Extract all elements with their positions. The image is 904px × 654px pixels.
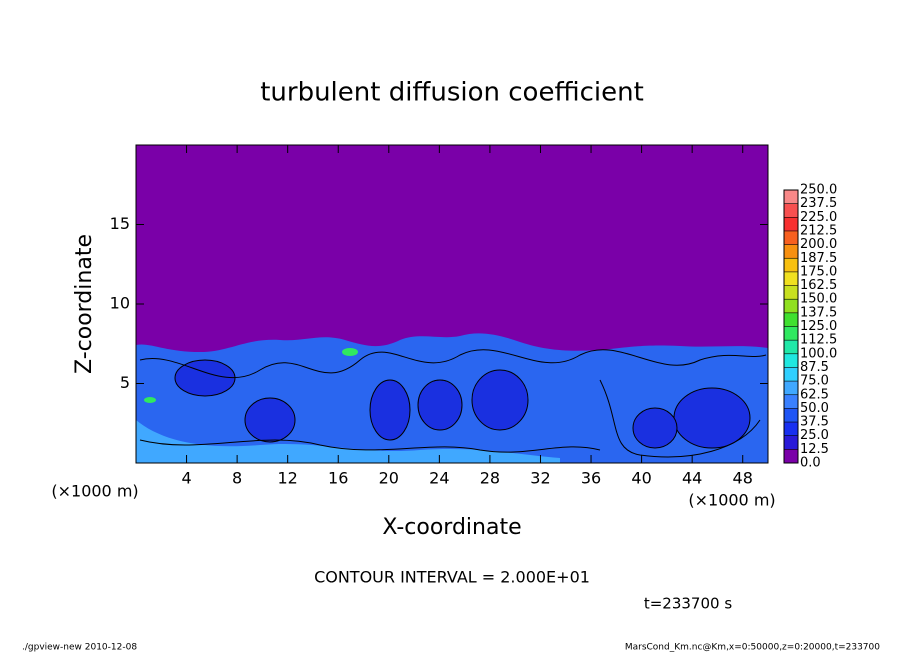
footer-left: ./gpview-new 2010-12-08 — [22, 643, 137, 653]
x-tick-label: 40 — [631, 469, 651, 488]
colorbar-label: 237.5 — [800, 196, 837, 211]
colorbar-label: 125.0 — [800, 319, 837, 334]
field-eddy — [244, 397, 296, 443]
x-tick-label: 12 — [278, 469, 298, 488]
chart-title: turbulent diffusion coefficient — [260, 78, 644, 108]
colorbar-label: 187.5 — [800, 251, 837, 266]
colorbar-band — [784, 435, 798, 450]
x-unit-label: (×1000 m) — [688, 491, 775, 510]
y-tick-label: 5 — [120, 373, 130, 392]
colorbar-band — [784, 258, 798, 272]
x-tick-label: 20 — [379, 469, 399, 488]
x-tick-label: 48 — [733, 469, 753, 488]
contour-interval: CONTOUR INTERVAL = 2.000E+01 — [314, 568, 590, 587]
y-axis-label: Z-coordinate — [72, 234, 97, 374]
field-peak — [342, 348, 358, 356]
time-label: t=233700 s — [644, 595, 732, 613]
x-tick-label: 36 — [581, 469, 601, 488]
y-tick-label: 15 — [110, 214, 130, 233]
colorbar-band — [784, 230, 798, 245]
x-tick-label: 24 — [429, 469, 449, 488]
colorbar-label: 212.5 — [800, 223, 837, 238]
field-peak — [144, 397, 156, 403]
field-eddy — [417, 379, 463, 431]
colorbar-band — [784, 340, 798, 354]
colorbar-label: 162.5 — [800, 278, 837, 293]
colorbar-band — [784, 449, 798, 463]
colorbar-band — [784, 271, 798, 286]
colorbar-band — [784, 190, 798, 204]
field-eddy — [673, 387, 751, 449]
colorbar-band — [784, 244, 798, 259]
colorbar-label: 112.5 — [800, 333, 837, 348]
colorbar-label: 50.0 — [800, 401, 829, 416]
colorbar-label: 200.0 — [800, 237, 837, 252]
colorbar-label: 12.5 — [800, 442, 829, 457]
colorbar-label: 175.0 — [800, 264, 837, 279]
x-axis-label: X-coordinate — [382, 515, 521, 540]
colorbar-band — [784, 326, 798, 341]
colorbar-band — [784, 285, 798, 300]
colorbar-band — [784, 367, 798, 382]
field-contour — [139, 439, 601, 453]
colorbar-band — [784, 408, 798, 423]
x-tick-label: 8 — [232, 469, 242, 488]
field-contour — [139, 349, 767, 379]
colorbar-label: 100.0 — [800, 346, 837, 361]
colorbar-band — [784, 422, 798, 436]
x-tick-label: 16 — [328, 469, 348, 488]
colorbar-band — [784, 217, 798, 231]
field-eddy — [471, 369, 529, 431]
colorbar-band — [784, 299, 798, 313]
footer-right: MarsCond_Km.nc@Km,x=0:50000,z=0:20000,t=… — [625, 643, 880, 653]
colorbar-label: 150.0 — [800, 292, 837, 307]
x-tick-label: 44 — [682, 469, 702, 488]
colorbar-label: 137.5 — [800, 305, 837, 320]
colorbar-band — [784, 312, 798, 327]
field-contour — [599, 379, 761, 458]
colorbar-label: 62.5 — [800, 387, 829, 402]
colorbar-band — [784, 381, 798, 395]
field-eddy — [369, 379, 411, 441]
y-tick-label: 10 — [110, 294, 130, 313]
x-tick-label: 4 — [181, 469, 191, 488]
field — [136, 145, 768, 463]
colorbar-band — [784, 394, 798, 409]
x-unit-label: (×1000 m) — [51, 482, 138, 501]
x-tick-label: 32 — [530, 469, 550, 488]
field-region — [136, 420, 560, 463]
colorbar-label: 37.5 — [800, 415, 829, 430]
colorbar-label: 225.0 — [800, 210, 837, 225]
colorbar-label: 75.0 — [800, 374, 829, 389]
field-eddy — [632, 407, 678, 449]
colorbar-label: 250.0 — [800, 183, 837, 198]
colorbar-label: 25.0 — [800, 428, 829, 443]
colorbar-band — [784, 203, 798, 218]
colorbar-band — [784, 353, 798, 368]
colorbar-label: 87.5 — [800, 360, 829, 375]
x-tick-label: 28 — [480, 469, 500, 488]
colorbar-label: 0.0 — [800, 456, 821, 471]
